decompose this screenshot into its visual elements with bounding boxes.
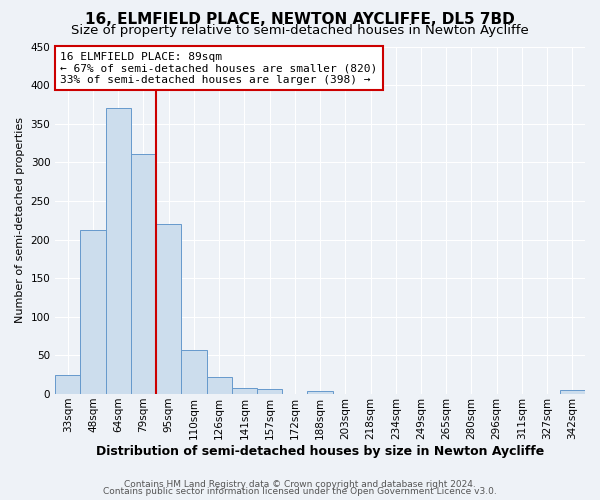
Bar [106, 108, 131, 394]
Bar [181, 350, 206, 394]
Text: Contains public sector information licensed under the Open Government Licence v3: Contains public sector information licen… [103, 488, 497, 496]
Bar [80, 230, 106, 394]
Bar [206, 377, 232, 394]
X-axis label: Distribution of semi-detached houses by size in Newton Aycliffe: Distribution of semi-detached houses by … [96, 444, 544, 458]
Bar [156, 224, 181, 394]
Bar [131, 154, 156, 394]
Text: 16 ELMFIELD PLACE: 89sqm
← 67% of semi-detached houses are smaller (820)
33% of : 16 ELMFIELD PLACE: 89sqm ← 67% of semi-d… [61, 52, 378, 85]
Text: Contains HM Land Registry data © Crown copyright and database right 2024.: Contains HM Land Registry data © Crown c… [124, 480, 476, 489]
Bar [55, 374, 80, 394]
Bar [307, 391, 332, 394]
Bar [560, 390, 585, 394]
Text: Size of property relative to semi-detached houses in Newton Aycliffe: Size of property relative to semi-detach… [71, 24, 529, 37]
Y-axis label: Number of semi-detached properties: Number of semi-detached properties [15, 118, 25, 324]
Bar [257, 390, 282, 394]
Bar [232, 388, 257, 394]
Text: 16, ELMFIELD PLACE, NEWTON AYCLIFFE, DL5 7BD: 16, ELMFIELD PLACE, NEWTON AYCLIFFE, DL5… [85, 12, 515, 28]
